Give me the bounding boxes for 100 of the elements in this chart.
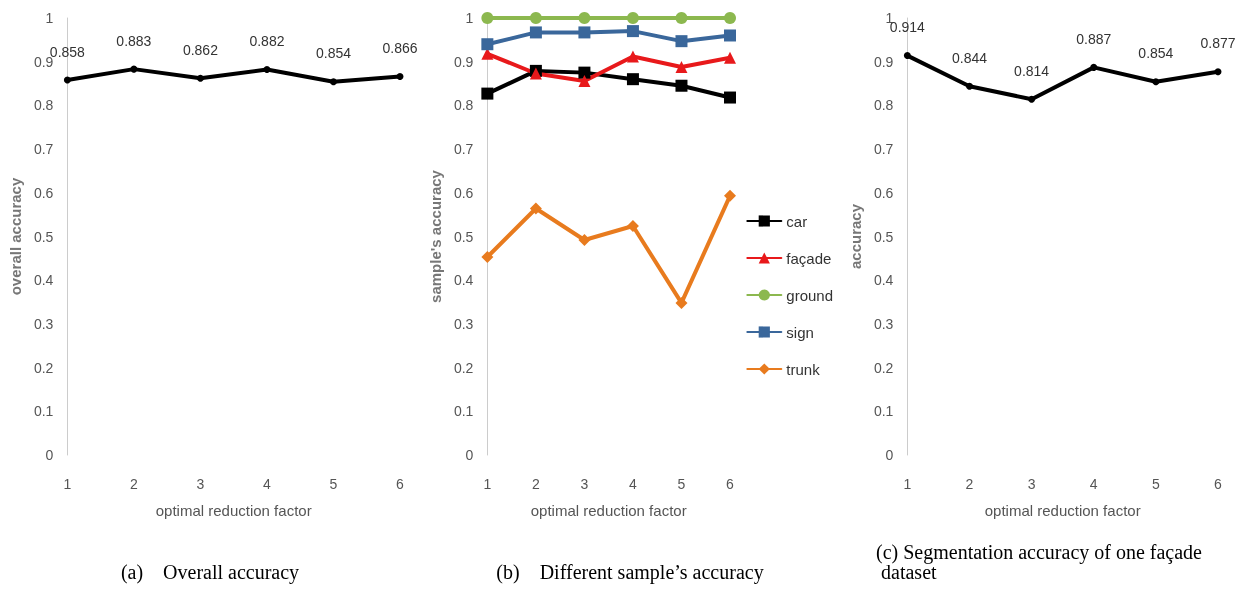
y-tick-label: 0.1 bbox=[33, 403, 54, 420]
x-tick-label: 6 bbox=[396, 476, 405, 492]
point bbox=[578, 234, 591, 246]
legend-label: trunk bbox=[786, 360, 821, 378]
point bbox=[481, 38, 494, 51]
data-label: 0.866 bbox=[382, 40, 418, 57]
point bbox=[675, 296, 688, 309]
x-tick-label: 6 bbox=[726, 476, 735, 492]
y-tick-label: 0.2 bbox=[453, 359, 474, 376]
y-tick-label: 0.6 bbox=[453, 184, 474, 201]
x-tick-label: 1 bbox=[483, 476, 492, 492]
y-tick-label: 0.1 bbox=[873, 403, 894, 420]
data-label: 0.814 bbox=[1014, 62, 1050, 79]
text: (a) Overall accuracy bbox=[120, 561, 300, 584]
text: (b) Different sample’s accuracy bbox=[496, 561, 764, 584]
text: (c) Segmentation accuracy of one façade dataset bbox=[876, 541, 1203, 583]
point bbox=[626, 25, 639, 38]
data-label: 0.854 bbox=[1138, 45, 1174, 62]
y-tick-label: 0.5 bbox=[453, 228, 474, 245]
point bbox=[529, 26, 542, 39]
legend-label: car bbox=[786, 212, 808, 230]
point bbox=[724, 51, 736, 64]
x-tick-label: 2 bbox=[965, 476, 974, 492]
y-tick-label: 0.5 bbox=[873, 228, 894, 245]
point bbox=[396, 73, 404, 81]
y-tick-label: 0 bbox=[465, 447, 474, 463]
point bbox=[578, 74, 591, 87]
point bbox=[724, 189, 736, 202]
y-tick-label: 0.5 bbox=[33, 228, 54, 245]
point bbox=[130, 65, 138, 73]
point bbox=[1028, 95, 1036, 103]
x-tick-label: 1 bbox=[63, 476, 72, 492]
point bbox=[1090, 63, 1098, 71]
point bbox=[196, 74, 204, 82]
y-axis-title: accuracy bbox=[847, 203, 864, 270]
y-axis-title: overall accuracy bbox=[7, 177, 24, 296]
x-tick-label: 4 bbox=[263, 476, 272, 492]
point bbox=[675, 12, 688, 24]
point bbox=[63, 76, 71, 84]
x-tick-label: 2 bbox=[129, 476, 138, 492]
y-tick-label: 0.4 bbox=[873, 272, 894, 289]
y-tick-label: 0.9 bbox=[873, 53, 894, 70]
point bbox=[481, 87, 494, 100]
point bbox=[724, 29, 736, 42]
y-tick-label: 1 bbox=[465, 10, 474, 26]
x-tick-label: 3 bbox=[1027, 476, 1036, 492]
point bbox=[578, 12, 591, 24]
point bbox=[578, 26, 591, 39]
y-tick-label: 0.4 bbox=[453, 272, 474, 289]
y-tick-label: 0.8 bbox=[873, 97, 894, 114]
data-label: 0.877 bbox=[1200, 35, 1236, 52]
point bbox=[903, 52, 911, 60]
y-tick-label: 0.8 bbox=[453, 97, 474, 114]
point bbox=[626, 50, 639, 63]
y-tick-label: 0.3 bbox=[453, 315, 474, 332]
x-tick-label: 1 bbox=[903, 476, 912, 492]
data-label: 0.882 bbox=[249, 33, 285, 50]
x-tick-label: 5 bbox=[1151, 476, 1160, 492]
y-tick-label: 0.4 bbox=[33, 272, 54, 289]
data-label: 0.914 bbox=[889, 19, 926, 36]
data-label: 0.854 bbox=[315, 45, 352, 62]
point bbox=[529, 12, 542, 24]
y-tick-label: 0.7 bbox=[33, 141, 54, 158]
legend-label: sign bbox=[786, 323, 814, 341]
point bbox=[481, 251, 494, 264]
data-label: 0.883 bbox=[116, 32, 152, 49]
y-tick-label: 0.2 bbox=[873, 359, 894, 376]
y-tick-label: 0.2 bbox=[33, 359, 54, 376]
point bbox=[724, 91, 736, 104]
legend-label: façade bbox=[786, 249, 832, 267]
x-tick-label: 3 bbox=[196, 476, 205, 492]
data-label: 0.862 bbox=[182, 41, 219, 58]
point bbox=[329, 78, 337, 86]
x-axis-title: optimal reduction factor bbox=[530, 502, 687, 519]
point bbox=[675, 60, 688, 73]
point bbox=[675, 79, 688, 92]
x-tick-label: 4 bbox=[629, 476, 638, 492]
data-label: 0.844 bbox=[951, 49, 988, 66]
point bbox=[724, 12, 736, 24]
y-tick-label: 0.3 bbox=[873, 315, 894, 332]
y-tick-label: 0.7 bbox=[453, 141, 474, 158]
point bbox=[1214, 68, 1222, 76]
x-tick-label: 4 bbox=[1089, 476, 1098, 492]
y-tick-label: 1 bbox=[45, 10, 54, 26]
y-tick-label: 0.7 bbox=[873, 141, 894, 158]
x-axis-title: optimal reduction factor bbox=[155, 502, 312, 519]
point bbox=[1152, 78, 1160, 86]
point bbox=[626, 73, 639, 86]
data-label: 0.887 bbox=[1076, 30, 1112, 47]
x-tick-label: 5 bbox=[329, 476, 338, 492]
point bbox=[529, 202, 542, 215]
legend-label: ground bbox=[786, 286, 834, 304]
point bbox=[966, 82, 973, 90]
x-tick-label: 2 bbox=[531, 476, 540, 492]
y-tick-label: 0 bbox=[45, 447, 54, 463]
x-axis-title: optimal reduction factor bbox=[984, 502, 1141, 519]
x-tick-label: 6 bbox=[1214, 476, 1223, 492]
point bbox=[675, 35, 688, 48]
y-tick-label: 0 bbox=[885, 447, 894, 463]
y-tick-label: 0.6 bbox=[33, 184, 54, 201]
